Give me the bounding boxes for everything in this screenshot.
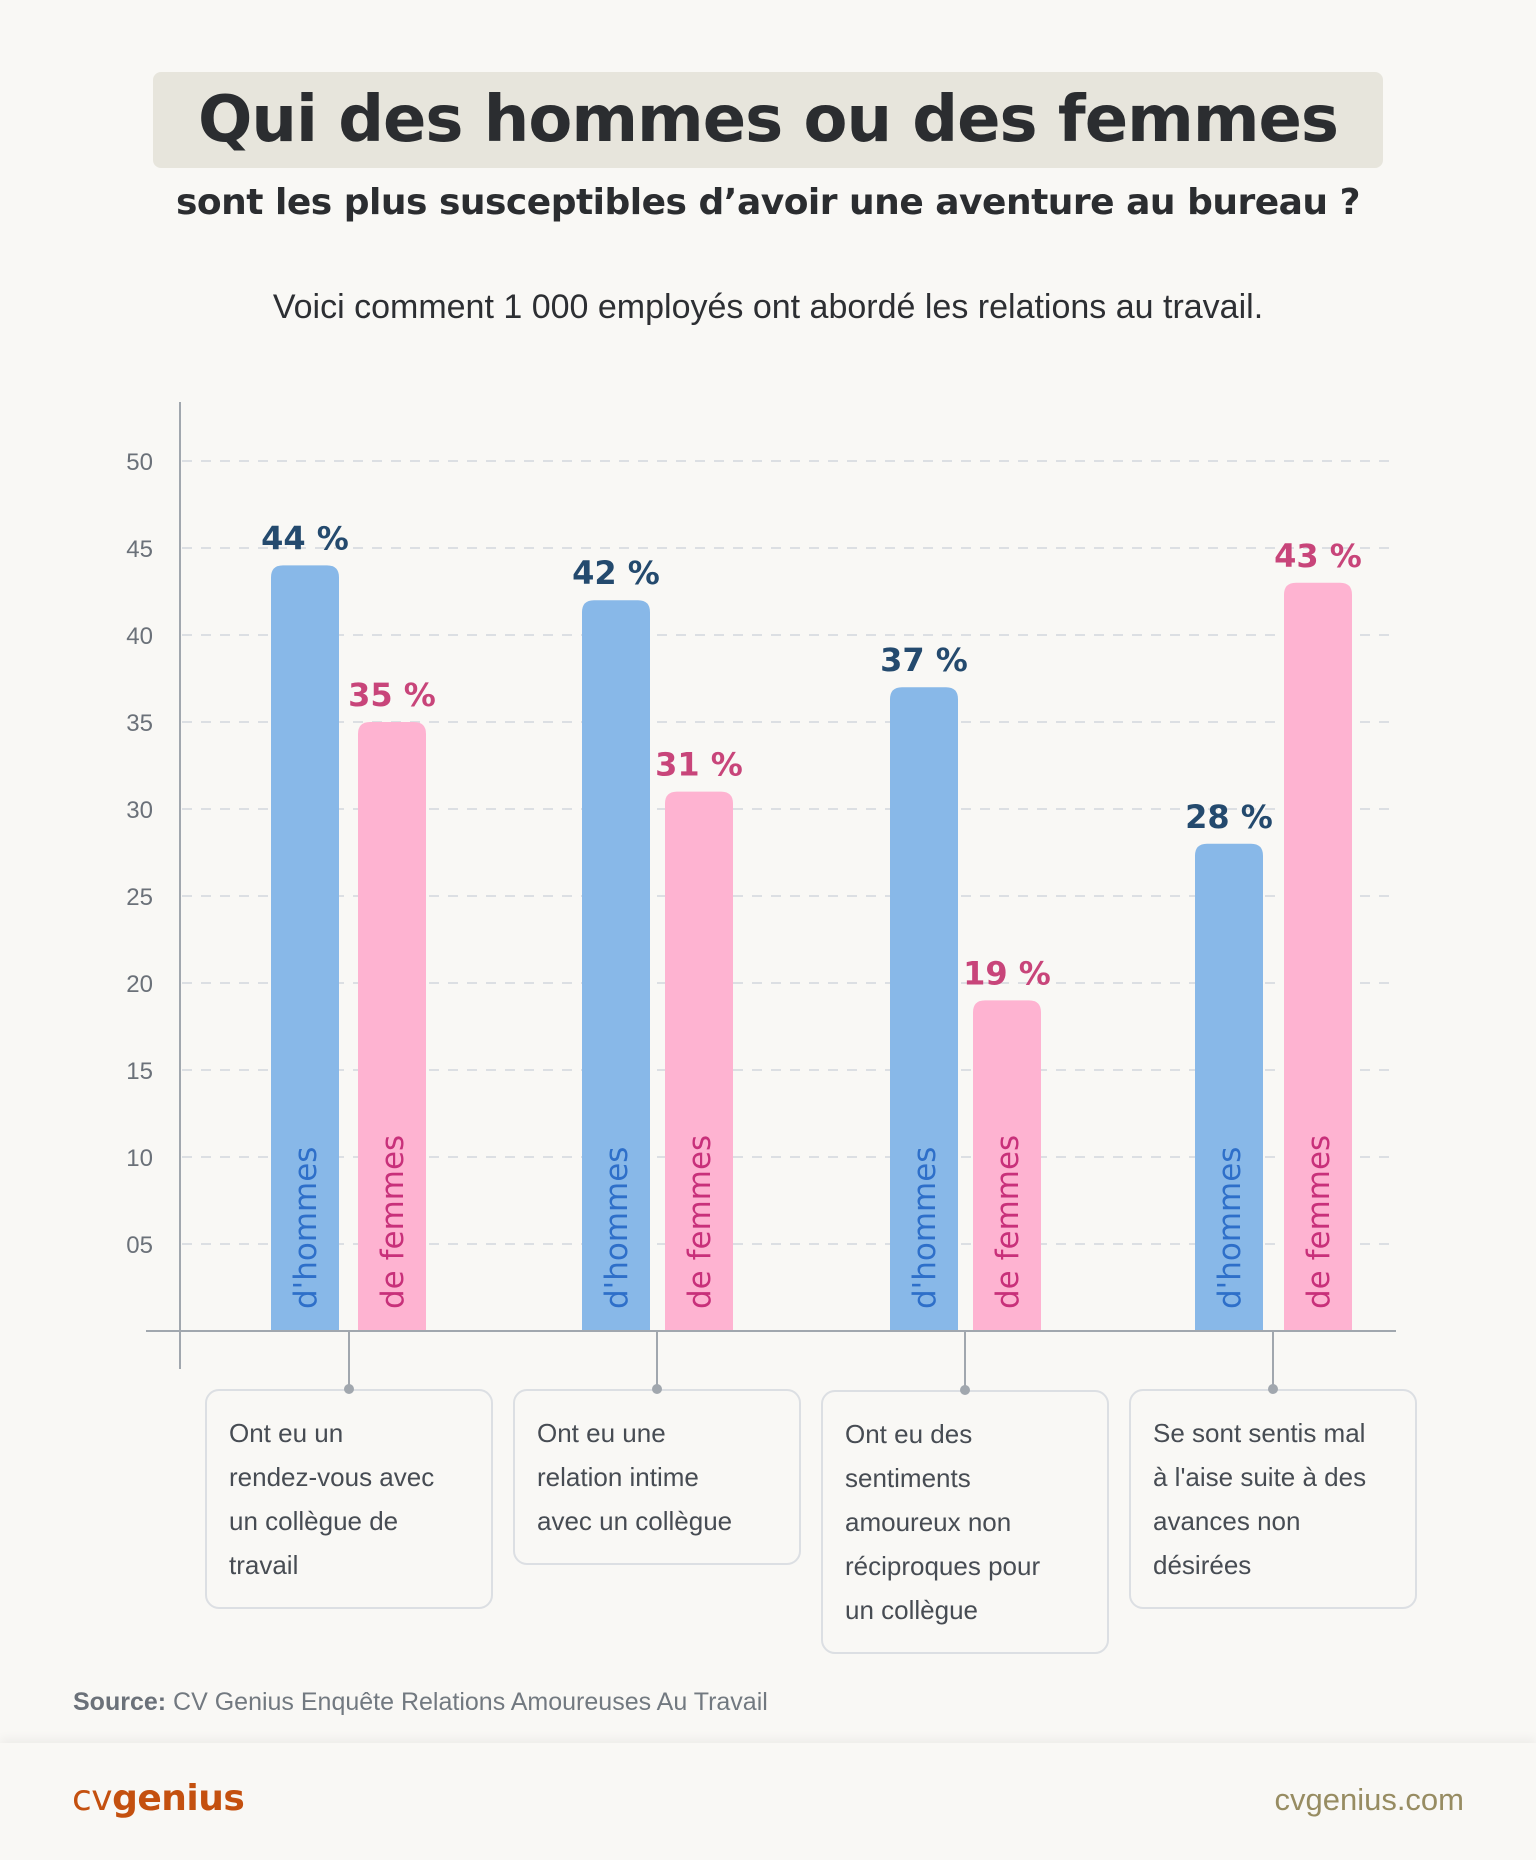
y-axis-ticks: 05 10 15 20 25 30 35 40 45 50 [126, 449, 153, 1259]
category-label-line: rendez-vous avec [229, 1462, 435, 1492]
category-label-line: réciproques pour [845, 1551, 1041, 1581]
category-label-line: Ont eu une [537, 1418, 666, 1448]
connector-dot [652, 1384, 662, 1394]
bar-women [1284, 582, 1352, 1331]
value-label-men: 37 % [880, 641, 968, 679]
connector-dot [960, 1385, 970, 1395]
connector-dot [1268, 1384, 1278, 1394]
bar-inner-label-women: de femmes [1301, 1135, 1337, 1309]
category-label-line: avec un collègue [537, 1506, 733, 1536]
value-label-men: 28 % [1185, 798, 1273, 836]
connector-dot [344, 1384, 354, 1394]
source-text: CV Genius Enquête Relations Amoureuses A… [173, 1688, 768, 1716]
footer [0, 1743, 1536, 1860]
page-title: Qui des hommes ou des femmes [198, 83, 1339, 157]
y-tick-label: 40 [126, 623, 153, 650]
bars: 44 % d'hommes 35 % de femmes 42 % d'hommes 31 … [261, 519, 1362, 1331]
category-label-line: sentiments [845, 1463, 971, 1493]
source-label: Source: [73, 1688, 167, 1716]
category-label-line: Ont eu un [229, 1418, 344, 1448]
bar-chart: 05 10 15 20 25 30 35 40 45 50 44 % d'hommes 35 % de … [126, 402, 1396, 1388]
title-box: Qui des hommes ou des femmes [153, 72, 1383, 168]
bar-inner-label-men: d'hommes [599, 1147, 635, 1309]
category-label-box: Se sont sentis mal à l'aise suite à des av… [1129, 1389, 1417, 1609]
value-label-men: 44 % [261, 519, 349, 557]
bar-inner-label-men: d'hommes [288, 1147, 324, 1309]
category-label-line: relation intime [537, 1462, 699, 1492]
y-tick-label: 50 [126, 449, 153, 476]
bar-men [271, 565, 339, 1331]
value-label-women: 35 % [348, 676, 436, 714]
value-label-women: 43 % [1274, 537, 1362, 575]
logo-cv: cv [72, 1778, 113, 1819]
category-label-line: à l'aise suite à des [1153, 1462, 1367, 1492]
bar-men [1195, 843, 1263, 1331]
bar-men [582, 600, 650, 1331]
bar-inner-label-women: de femmes [990, 1135, 1026, 1309]
gridlines [182, 460, 1394, 1245]
category-label-line: désirées [1153, 1550, 1252, 1580]
bar-inner-label-men: d'hommes [907, 1147, 943, 1309]
y-tick-label: 20 [126, 971, 153, 998]
category-label-line: amoureux non [845, 1507, 1012, 1537]
cvgenius-logo[interactable]: cvgenius [72, 1778, 245, 1819]
bar-inner-label-women: de femmes [682, 1135, 718, 1309]
y-tick-label: 30 [126, 797, 153, 824]
value-label-women: 31 % [655, 746, 743, 784]
y-tick-label: 15 [126, 1058, 153, 1085]
page-subtitle: sont les plus susceptibles d’avoir une a… [176, 182, 1360, 223]
bar-women [973, 1000, 1041, 1331]
value-label-women: 19 % [963, 954, 1051, 992]
category-label-line: Ont eu des [845, 1419, 973, 1449]
chart-description: Voici comment 1 000 employés ont abordé … [272, 288, 1264, 326]
category-label-line: travail [229, 1550, 299, 1580]
category-label-line: un collègue [845, 1595, 978, 1625]
category-label-box: Ont eu une relation intime avec un collègu… [513, 1389, 801, 1565]
y-tick-label: 25 [126, 884, 153, 911]
y-tick-label: 45 [126, 536, 153, 563]
bar-women [358, 722, 426, 1331]
source-note: Source: CV Genius Enquête Relations Amou… [73, 1688, 768, 1717]
value-label-men: 42 % [572, 554, 660, 592]
axes [146, 402, 1396, 1388]
category-label-line: un collègue de [229, 1506, 399, 1536]
logo-genius: genius [112, 1778, 245, 1819]
bar-inner-label-men: d'hommes [1212, 1147, 1248, 1309]
bar-inner-label-women: de femmes [375, 1135, 411, 1309]
y-tick-label: 05 [126, 1232, 153, 1259]
y-tick-label: 35 [126, 710, 153, 737]
category-label-box: Ont eu des sentiments amoureux non réciproq… [821, 1390, 1109, 1654]
category-label-box: Ont eu un rendez-vous avec un collègue de t… [205, 1389, 493, 1609]
category-label-line: Se sont sentis mal [1153, 1418, 1366, 1448]
site-link[interactable]: cvgenius.com [1274, 1782, 1464, 1817]
bar-men [890, 687, 958, 1331]
bar-women [665, 791, 733, 1331]
y-tick-label: 10 [126, 1145, 153, 1172]
category-label-line: avances non [1153, 1506, 1301, 1536]
